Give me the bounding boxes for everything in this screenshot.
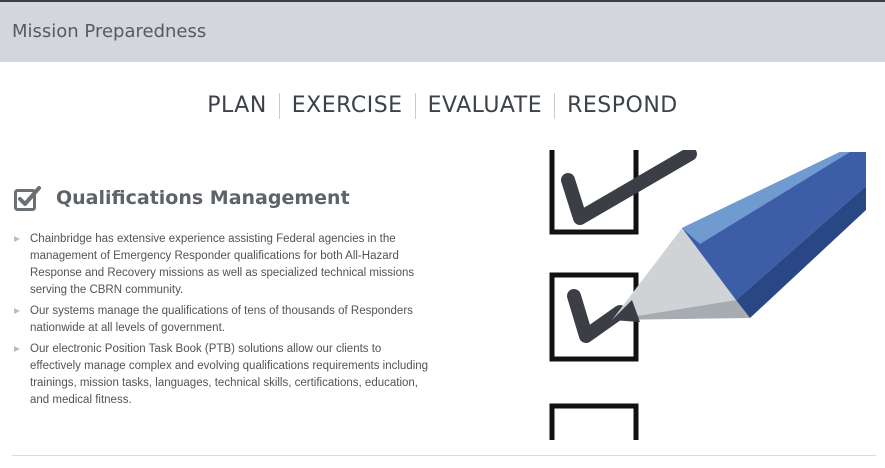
- bottom-divider: [12, 455, 876, 456]
- section-title: Qualifications Management: [56, 187, 350, 209]
- bullet-arrow-icon: [14, 346, 20, 352]
- bullet-arrow-icon: [14, 308, 20, 314]
- list-item: Our electronic Position Task Book (PTB) …: [14, 341, 434, 409]
- top-border: [0, 0, 885, 2]
- checklist-pencil-illustration: [549, 150, 866, 440]
- nav-divider: [414, 93, 416, 119]
- bullet-list: Chainbridge has extensive experience ass…: [14, 231, 434, 413]
- nav-exercise[interactable]: EXERCISE: [291, 93, 403, 118]
- section-heading: Qualifications Management: [14, 184, 350, 212]
- list-item-text: Our systems manage the qualifications of…: [30, 305, 413, 334]
- bullet-arrow-icon: [14, 236, 20, 242]
- page-header: Mission Preparedness: [0, 2, 885, 62]
- list-item-text: Chainbridge has extensive experience ass…: [30, 233, 415, 296]
- page-title: Mission Preparedness: [12, 21, 207, 42]
- nav-respond[interactable]: RESPOND: [567, 93, 678, 118]
- list-item: Our systems manage the qualifications of…: [14, 303, 434, 337]
- nav-plan[interactable]: PLAN: [207, 93, 267, 118]
- nav-evaluate[interactable]: EVALUATE: [427, 93, 543, 118]
- nav-divider: [554, 93, 556, 119]
- list-item: Chainbridge has extensive experience ass…: [14, 231, 434, 299]
- phase-nav: PLAN EXERCISE EVALUATE RESPOND: [0, 90, 885, 122]
- checkbox-checked-icon: [14, 186, 41, 211]
- list-item-text: Our electronic Position Task Book (PTB) …: [30, 343, 429, 406]
- nav-divider: [278, 93, 280, 119]
